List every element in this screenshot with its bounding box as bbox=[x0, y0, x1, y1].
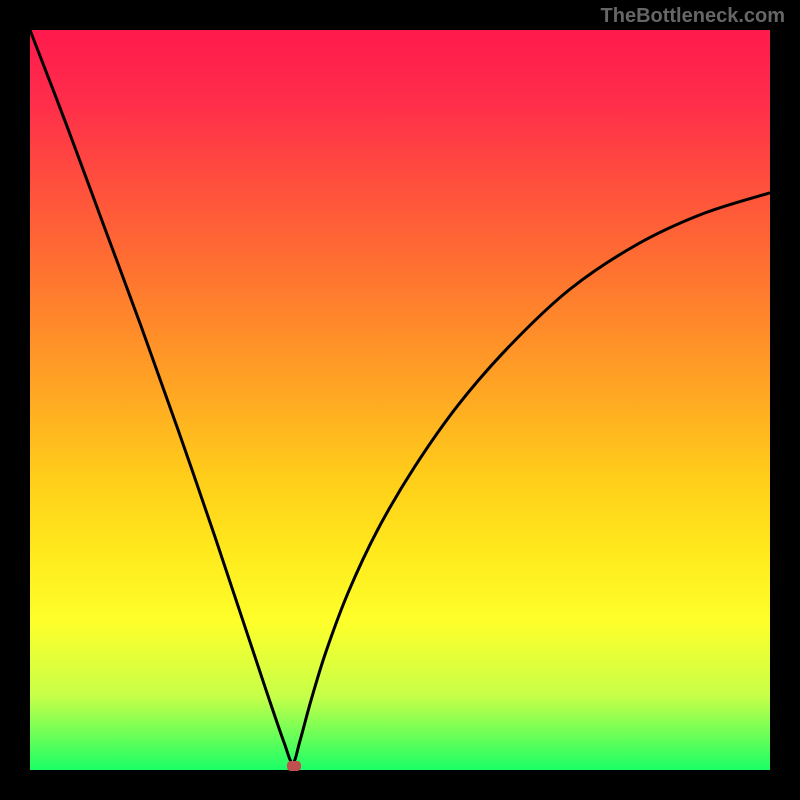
plot-area bbox=[30, 30, 770, 770]
bottleneck-curve-chart bbox=[30, 30, 770, 770]
curve-line bbox=[30, 30, 770, 763]
watermark-text: TheBottleneck.com bbox=[601, 5, 785, 28]
min-point-marker bbox=[287, 761, 301, 771]
